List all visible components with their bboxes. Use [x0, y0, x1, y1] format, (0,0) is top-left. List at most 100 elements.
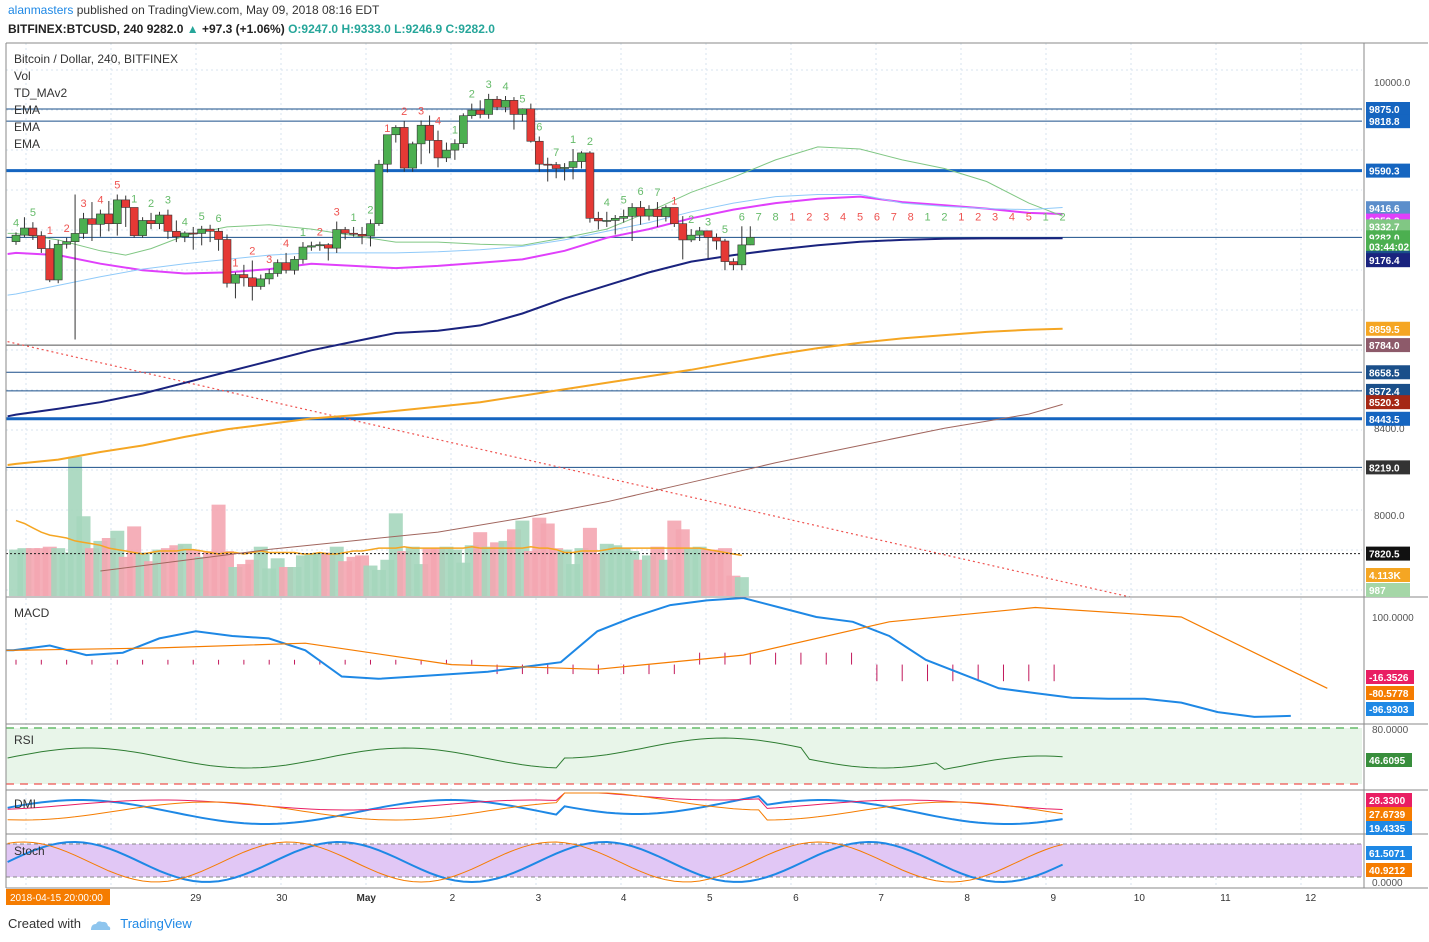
dmi-axis-badge-text: 19.4335: [1369, 824, 1406, 835]
candle-body: [374, 163, 384, 224]
up-arrow-icon: ▲: [186, 22, 199, 36]
candle-body: [729, 261, 738, 266]
candle-body: [585, 152, 595, 219]
candle-body: [551, 164, 561, 169]
td-count-label: 8: [908, 211, 914, 223]
open-value: O:9247.0: [288, 22, 339, 36]
td-count-label: 7: [756, 211, 762, 223]
candle-body: [619, 216, 628, 219]
td-count-label: 6: [215, 213, 221, 225]
footer: Created with TradingView: [8, 916, 192, 931]
macd-axis-badge: [1366, 702, 1414, 716]
x-tick-label: 30: [276, 893, 288, 904]
td-count-label: 4: [182, 216, 188, 228]
moving-average-line: [7, 237, 1063, 418]
candle-body: [104, 213, 114, 224]
low-value: L:9246.9: [394, 22, 443, 36]
price-candles: [11, 93, 755, 340]
td-count-label: 1: [232, 257, 238, 269]
last-price: 9282.0: [146, 22, 184, 36]
td-count-label: 1: [924, 211, 930, 223]
macd-axis-badge-text: -80.5778: [1369, 689, 1409, 700]
dmi-line: [7, 792, 1063, 821]
dmi-axis-badge: [1366, 807, 1412, 821]
legend-item: EMA: [14, 137, 40, 151]
stoch-band: [6, 844, 1362, 877]
td-count-label: 3: [418, 105, 424, 117]
candle-body: [138, 220, 147, 236]
candle-body: [163, 214, 173, 232]
candle-body: [501, 100, 510, 108]
volume-bar: [734, 577, 749, 596]
candle-body: [87, 218, 97, 225]
candle-body: [425, 124, 434, 141]
stoch-line: [7, 840, 1064, 884]
dmi-pane-title: DMI: [14, 797, 36, 811]
x-tick-label: 5: [707, 893, 713, 904]
dmi-line: [7, 792, 1063, 811]
candle-body: [332, 229, 342, 249]
candle-body: [290, 259, 299, 271]
candle-body: [433, 140, 443, 159]
rsi-axis-badge-text: 46.6095: [1369, 756, 1406, 767]
rsi-axis-badge: [1366, 753, 1412, 767]
candle-body: [383, 134, 392, 165]
candle-body: [172, 230, 181, 237]
td-count-label: 3: [80, 198, 86, 210]
legend-item: TD_MAv2: [14, 86, 67, 100]
rsi-pane-title: RSI: [14, 733, 34, 747]
pane-borders: [5, 42, 1428, 889]
x-tick-label: 12: [1305, 893, 1317, 904]
moving-average-line: [7, 327, 1063, 466]
date-badge-text: 2018-04-15 20:00:00: [10, 893, 103, 904]
candle-body: [256, 278, 266, 287]
x-tick-label: 7: [878, 893, 884, 904]
candle-body: [70, 233, 80, 242]
td-count-label: 8: [773, 211, 779, 223]
td-count-label: 3: [334, 207, 340, 219]
price-axis-badge-text: 8859.5: [1369, 325, 1400, 336]
td-count-label: 2: [367, 204, 373, 216]
candle-body: [670, 207, 679, 224]
candle-body: [37, 235, 46, 249]
candle-body: [273, 262, 282, 274]
candle-body: [720, 240, 730, 262]
rsi-y-tick: 80.0000: [1372, 725, 1409, 736]
volume-axis-badge-text: 987: [1369, 586, 1386, 597]
price-axis-badge: [1366, 460, 1410, 475]
price-axis-badge-text: 9875.0: [1369, 105, 1400, 116]
candle-body: [745, 237, 755, 246]
x-tick-label: May: [357, 893, 377, 904]
stoch-y-tick: 0.0000: [1372, 878, 1403, 889]
price-axis[interactable]: 10000.08000.08400.09875.09818.89590.3941…: [6, 78, 1414, 905]
candle-body: [222, 239, 232, 284]
price-axis-badge: [1366, 163, 1410, 178]
td-count-label: 3: [486, 79, 492, 91]
td-count-label: 4: [604, 197, 610, 209]
candle-body: [408, 143, 417, 169]
candle-body: [340, 229, 350, 234]
tradingview-brand-link[interactable]: TradingView: [120, 916, 192, 931]
td-count-label: 5: [519, 93, 525, 105]
candle-body: [399, 127, 409, 169]
candle-body: [298, 246, 308, 260]
candle-body: [475, 109, 485, 115]
candle-body: [594, 217, 603, 222]
stoch-axis-badge: [1366, 846, 1412, 860]
td-count-label: 2: [64, 223, 70, 235]
price-axis-badge-text: 8219.0: [1369, 463, 1400, 474]
x-tick-label: 10: [1134, 893, 1146, 904]
published-text: published on TradingView.com, May 09, 20…: [76, 3, 380, 17]
td-count-label: 6: [637, 186, 643, 198]
candle-body: [146, 220, 156, 224]
volume-axis-badge: [1366, 583, 1410, 597]
stoch-pane-title: Stoch: [14, 844, 45, 858]
rsi-line: [7, 737, 1063, 770]
candle-body: [121, 199, 131, 208]
author-link[interactable]: alanmasters: [8, 3, 74, 17]
candle-body: [509, 100, 519, 115]
td-count-label: 3: [992, 211, 998, 223]
candle-body: [129, 207, 139, 236]
